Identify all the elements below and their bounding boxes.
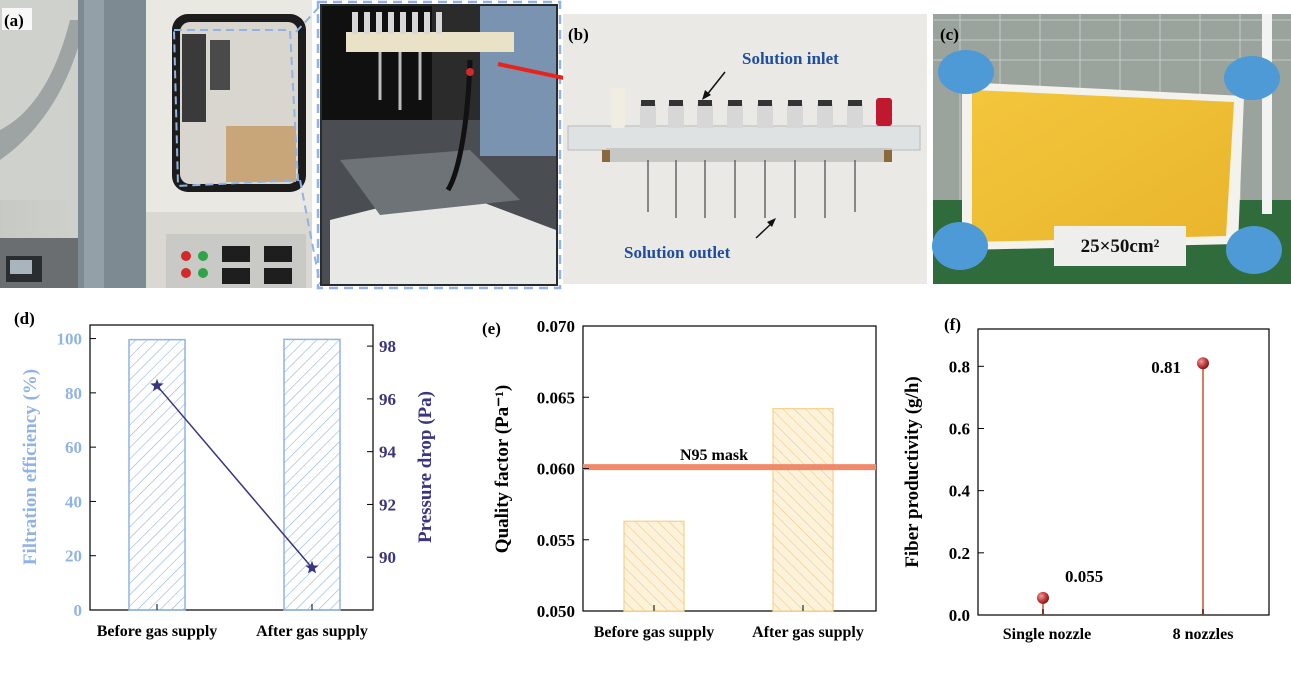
y2-tick-label: 92 <box>379 495 396 514</box>
y-tick-label: 0.0 <box>949 606 970 625</box>
quality-bar-hatch <box>624 521 684 611</box>
chart-f-xtick-0: Single nozzle <box>1003 626 1091 643</box>
photo-c-fiber-mat <box>932 14 1291 284</box>
y-tick-label: 60 <box>65 438 82 457</box>
chart-f-ylabel: Fiber productivity (g/h) <box>902 376 923 567</box>
solution-inlet-label: Solution inlet <box>742 49 839 68</box>
chart-d-xtick-0: Before gas supply <box>97 623 218 640</box>
y-tick-label: 0.4 <box>949 482 971 501</box>
y-tick-label: 0.055 <box>537 531 575 550</box>
y-tick-label: 0.8 <box>949 357 970 376</box>
solution-outlet-label: Solution outlet <box>624 243 731 262</box>
y-tick-label: 0 <box>74 601 83 620</box>
quality-bar-hatch <box>773 408 833 611</box>
chart-e-ylabel: Quality factor (Pa⁻¹) <box>492 385 513 553</box>
mat-size-label: 25×50cm² <box>1081 236 1160 257</box>
productivity-point <box>1037 591 1049 604</box>
y-tick-label: 20 <box>65 547 82 566</box>
chart-e-marks: 0.050 0.055 0.060 0.065 0.070 <box>537 317 876 621</box>
pressure-point <box>150 378 164 392</box>
y-tick-label: 0.065 <box>537 388 575 407</box>
label-a-bg <box>2 8 32 30</box>
chart-d-ylabel: Filtration efficiency (%) <box>20 369 41 565</box>
y-tick-label: 0.070 <box>537 317 575 336</box>
y-tick-label: 0.6 <box>949 419 970 438</box>
y-tick-label: 0.060 <box>537 460 575 479</box>
chart-d-frame <box>89 324 374 611</box>
chart-d-marks: 0 20 40 60 80 100 90 92 94 96 98 <box>57 330 397 620</box>
chart-f: (f) 0.055 0.81 0.0 0.2 0.4 0.6 0.8 Fiber produ… <box>902 315 1270 643</box>
photo-a-inset <box>295 0 562 290</box>
productivity-point <box>1197 357 1209 370</box>
panel-label-a: (a) <box>4 11 24 30</box>
chart-e: (e) 0.050 0.055 0.060 0.065 0.070 Quality fa… <box>482 317 877 641</box>
data-label: 0.055 <box>1065 567 1103 586</box>
y-tick-label: 0.2 <box>949 544 970 563</box>
data-label: 0.81 <box>1151 358 1181 377</box>
photo-b-nozzle-array <box>563 14 927 284</box>
y2-tick-label: 98 <box>379 337 396 356</box>
y2-tick-label: 90 <box>379 548 396 567</box>
n95-label: N95 mask <box>680 447 748 464</box>
efficiency-bar <box>128 338 186 611</box>
panel-label-e: (e) <box>482 319 501 338</box>
chart-d: (d) 0 20 40 60 80 100 90 92 94 96 98 Filtration ef… <box>14 309 436 640</box>
y-tick-label: 80 <box>65 384 82 403</box>
photo-a-machine <box>0 0 312 288</box>
panel-label-d: (d) <box>14 309 35 328</box>
panel-label-f: (f) <box>944 315 961 334</box>
y2-tick-label: 94 <box>379 443 397 462</box>
chart-f-xtick-1: 8 nozzles <box>1173 626 1234 643</box>
panel-label-c: (c) <box>940 25 959 44</box>
chart-e-xtick-1: After gas supply <box>752 624 864 641</box>
panel-label-b: (b) <box>568 25 589 44</box>
pressure-line <box>156 385 313 569</box>
chart-f-marks: 0.055 0.81 0.0 0.2 0.4 0.6 0.8 <box>949 357 1209 625</box>
pressure-point <box>305 560 319 574</box>
y-tick-label: 100 <box>57 330 83 349</box>
chart-d-y2label: Pressure drop (Pa) <box>415 391 436 543</box>
y2-tick-label: 96 <box>379 390 396 409</box>
y-tick-label: 40 <box>65 492 82 511</box>
chart-f-frame <box>977 328 1270 616</box>
chart-d-xtick-1: After gas supply <box>256 623 368 640</box>
y-tick-label: 0.050 <box>537 602 575 621</box>
chart-e-xtick-0: Before gas supply <box>594 624 715 641</box>
